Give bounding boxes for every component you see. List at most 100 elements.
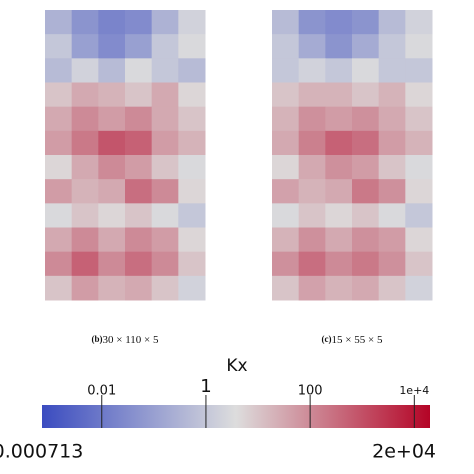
heatmap-cell bbox=[178, 34, 206, 59]
heatmap-cell bbox=[45, 203, 73, 228]
heatmap-cell bbox=[405, 130, 433, 156]
heatmap-cell bbox=[178, 275, 206, 301]
heatmap-cell bbox=[352, 130, 380, 156]
heatmap-cell bbox=[272, 203, 300, 228]
heatmap-cell bbox=[71, 203, 99, 228]
heatmap-cell bbox=[325, 179, 353, 204]
heatmap-cell bbox=[272, 10, 300, 35]
heatmap-cell bbox=[125, 34, 153, 59]
heatmap-cell bbox=[352, 203, 380, 228]
heatmap-cell bbox=[272, 82, 300, 108]
heatmap-cell bbox=[405, 227, 433, 253]
heatmap-cell bbox=[325, 106, 353, 132]
heatmap-cell bbox=[178, 106, 206, 132]
heatmap-cell bbox=[272, 106, 300, 132]
heatmap-cell bbox=[405, 82, 433, 108]
heatmap-cell bbox=[378, 227, 406, 253]
heatmap-cell bbox=[272, 275, 300, 301]
heatmap-cell bbox=[325, 251, 353, 277]
heatmap-cell bbox=[71, 251, 99, 277]
heatmap-cell bbox=[98, 106, 126, 132]
heatmap-cell bbox=[71, 106, 99, 132]
heatmap-cell bbox=[98, 58, 126, 83]
heatmap-cell bbox=[151, 10, 179, 35]
heatmap-cell bbox=[272, 155, 300, 180]
heatmap-cell bbox=[298, 34, 326, 59]
heatmap-cell bbox=[45, 155, 73, 180]
heatmap-cell bbox=[45, 227, 73, 253]
heatmap-cell bbox=[98, 227, 126, 253]
heatmap-cell bbox=[98, 82, 126, 108]
heatmap-cell bbox=[151, 34, 179, 59]
heatmap-cell bbox=[178, 10, 206, 35]
heatmap-cell bbox=[272, 58, 300, 83]
heatmap-cell bbox=[378, 179, 406, 204]
heatmap-cell bbox=[378, 251, 406, 277]
heatmap-cell bbox=[298, 227, 326, 253]
heatmap-cell bbox=[151, 82, 179, 108]
heatmap-cell bbox=[151, 106, 179, 132]
heatmap-cell bbox=[325, 227, 353, 253]
heatmap-cell bbox=[98, 34, 126, 59]
heatmap-cell bbox=[125, 130, 153, 156]
heatmap-cell bbox=[125, 82, 153, 108]
heatmap-cell bbox=[325, 203, 353, 228]
heatmap-cell bbox=[298, 106, 326, 132]
colorbar-tick-label: 0.01 bbox=[87, 384, 116, 399]
heatmap-cell bbox=[125, 275, 153, 301]
heatmap-cell bbox=[298, 251, 326, 277]
heatmap-cell bbox=[125, 227, 153, 253]
heatmap-cell bbox=[298, 155, 326, 180]
heatmap-cell bbox=[151, 227, 179, 253]
heatmap-cell bbox=[352, 155, 380, 180]
heatmap-cell bbox=[45, 82, 73, 108]
heatmap-cell bbox=[71, 155, 99, 180]
heatmap-cell bbox=[298, 275, 326, 301]
heatmap-cell bbox=[45, 58, 73, 83]
heatmap-cell bbox=[71, 179, 99, 204]
colorbar-max-label: 2e+04 bbox=[372, 441, 436, 463]
heatmap-cell bbox=[378, 106, 406, 132]
heatmap-cell bbox=[125, 10, 153, 35]
heatmap-cell bbox=[352, 251, 380, 277]
panel-caption-text: 15 × 55 × 5 bbox=[332, 334, 383, 346]
heatmap-cell bbox=[71, 82, 99, 108]
heatmap-cell bbox=[405, 10, 433, 35]
colorbar-tick-label: 100 bbox=[298, 384, 323, 399]
heatmap-cell bbox=[272, 179, 300, 204]
heatmap-cell bbox=[125, 155, 153, 180]
panel-label: (b) bbox=[92, 334, 103, 344]
heatmap-cell bbox=[45, 179, 73, 204]
heatmap-cell bbox=[352, 106, 380, 132]
heatmap-cell bbox=[151, 58, 179, 83]
heatmap-cell bbox=[352, 10, 380, 35]
colorbar-tick-label: 1 bbox=[200, 376, 211, 397]
colorbar-title: Kx bbox=[226, 356, 247, 376]
heatmap-cell bbox=[45, 130, 73, 156]
heatmap-cell bbox=[325, 34, 353, 59]
heatmap-cell bbox=[272, 34, 300, 59]
heatmap-cell bbox=[298, 130, 326, 156]
heatmap-cell bbox=[325, 130, 353, 156]
heatmap-cell bbox=[98, 203, 126, 228]
heatmap-cell bbox=[125, 179, 153, 204]
heatmap-cell bbox=[352, 275, 380, 301]
heatmap-cell bbox=[378, 10, 406, 35]
heatmap-cell bbox=[272, 227, 300, 253]
heatmap-cell bbox=[45, 34, 73, 59]
colorbar-tick-label: 1e+4 bbox=[399, 384, 429, 397]
heatmap-cell bbox=[45, 10, 73, 35]
heatmap-cell bbox=[405, 251, 433, 277]
heatmap-cell bbox=[405, 203, 433, 228]
heatmap-cell bbox=[151, 275, 179, 301]
heatmap-cell bbox=[125, 251, 153, 277]
heatmap-cell bbox=[71, 130, 99, 156]
heatmap-cell bbox=[98, 155, 126, 180]
heatmap-cell bbox=[325, 275, 353, 301]
heatmap-cell bbox=[45, 275, 73, 301]
panel-caption: (b)30 × 110 × 5 bbox=[92, 334, 159, 346]
heatmap-cell bbox=[125, 106, 153, 132]
heatmap-cell bbox=[151, 179, 179, 204]
heatmap-cell bbox=[178, 82, 206, 108]
